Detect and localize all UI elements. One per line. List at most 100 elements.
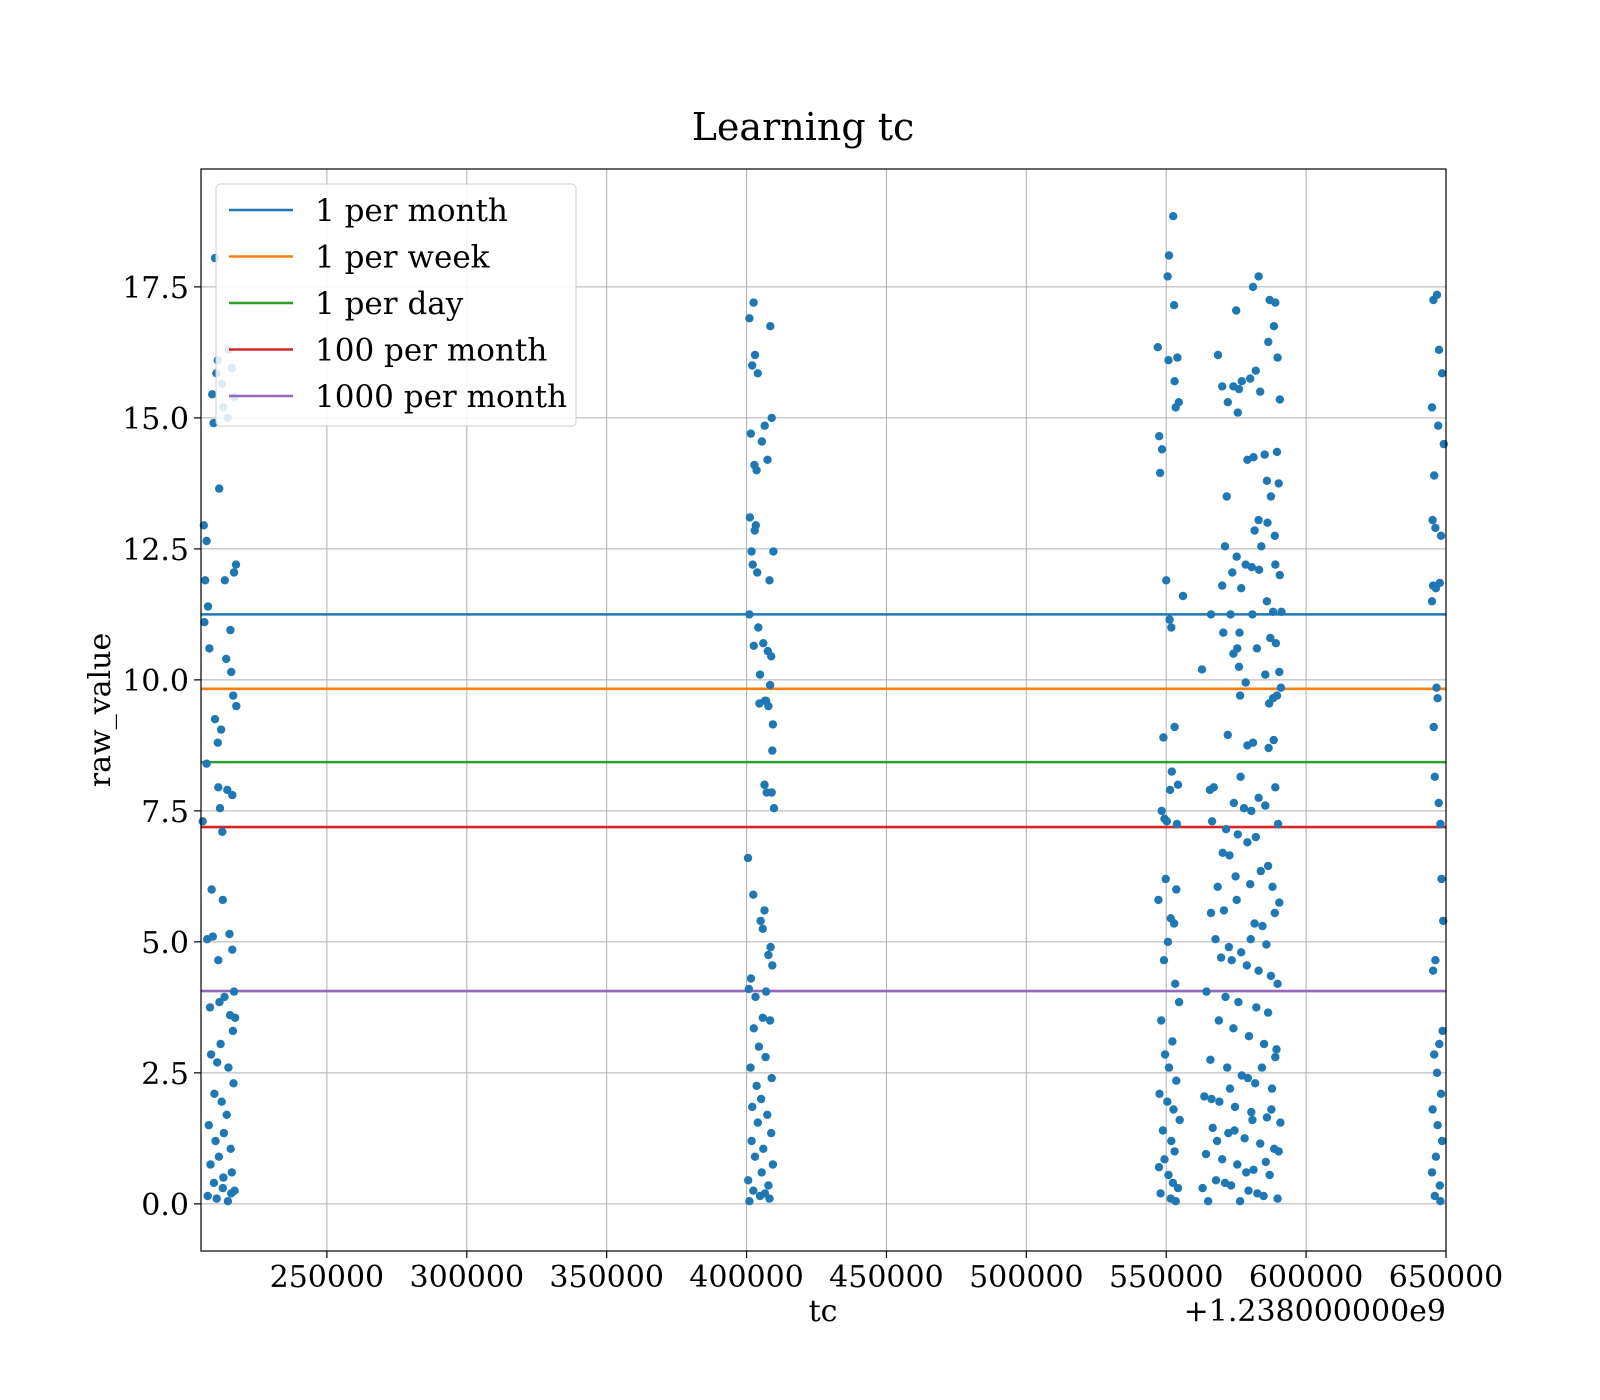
data-point: [1267, 1084, 1277, 1093]
data-point: [1439, 439, 1449, 449]
data-point: [1244, 1186, 1253, 1195]
data-point: [1243, 455, 1252, 464]
data-point: [217, 1097, 226, 1106]
data-point: [758, 924, 767, 933]
data-point: [754, 623, 763, 632]
data-point: [207, 885, 216, 894]
data-point: [1198, 1183, 1207, 1193]
data-point: [1261, 670, 1270, 679]
data-point: [1264, 743, 1273, 753]
data-point: [1246, 880, 1255, 889]
data-point: [756, 916, 765, 926]
data-point: [1252, 1003, 1261, 1012]
data-point: [1257, 542, 1266, 551]
data-point: [214, 783, 223, 792]
data-point: [1215, 1097, 1224, 1106]
x-tick-label: 350000: [549, 1260, 664, 1295]
data-point: [1235, 1197, 1245, 1206]
data-point: [768, 720, 778, 729]
data-point: [1173, 1183, 1183, 1193]
x-axis-offset-label: +1.238000000e9: [1184, 1294, 1446, 1329]
data-point: [1170, 377, 1179, 386]
data-point: [1155, 468, 1165, 478]
data-point: [1265, 699, 1274, 708]
data-point: [219, 1128, 229, 1138]
data-point: [1222, 492, 1231, 501]
data-point: [210, 715, 220, 724]
data-point: [1154, 895, 1163, 905]
data-point: [1214, 1016, 1224, 1025]
data-point: [1234, 997, 1243, 1007]
data-point: [1273, 353, 1282, 362]
data-point: [1270, 531, 1280, 540]
data-point: [1250, 919, 1259, 928]
data-point: [202, 759, 211, 768]
legend-label: 1 per week: [315, 240, 490, 276]
data-point: [230, 1013, 240, 1022]
data-point: [765, 1016, 775, 1025]
data-point: [226, 625, 235, 635]
data-point: [1241, 678, 1250, 687]
reference-lines: [201, 613, 1446, 993]
data-point: [1433, 1121, 1442, 1130]
data-point: [1273, 819, 1283, 829]
data-point: [1269, 735, 1278, 745]
data-point: [769, 804, 779, 813]
x-tick-label: 550000: [1109, 1260, 1224, 1295]
data-point: [198, 817, 207, 826]
data-point: [1275, 898, 1284, 907]
data-point: [1251, 832, 1261, 842]
data-point: [1275, 570, 1285, 580]
data-point: [1232, 895, 1241, 905]
data-point: [1273, 1194, 1282, 1203]
data-point: [767, 1128, 776, 1138]
data-point: [1430, 1191, 1440, 1201]
legend: 1 per month 1 per week 1 per day 100 per mo…: [215, 183, 577, 427]
data-point: [201, 576, 210, 585]
data-point: [1437, 1136, 1447, 1146]
data-point: [1439, 916, 1448, 926]
data-point: [1225, 1084, 1235, 1093]
data-point: [1271, 783, 1280, 792]
data-point: [1164, 1170, 1173, 1180]
data-point: [203, 602, 213, 611]
data-point: [1242, 961, 1252, 970]
legend-label: 100 per month: [315, 333, 547, 369]
data-point: [1204, 1197, 1213, 1206]
data-point: [1246, 374, 1255, 383]
data-point: [1257, 1063, 1267, 1072]
data-point: [1434, 345, 1444, 354]
data-point: [1256, 1139, 1265, 1148]
data-point: [1429, 722, 1438, 732]
data-point: [760, 780, 769, 789]
data-point: [752, 1081, 761, 1091]
data-point: [1431, 523, 1440, 533]
data-point: [1178, 591, 1188, 601]
data-point: [1237, 584, 1246, 593]
data-point: [750, 350, 760, 360]
data-point: [1271, 298, 1280, 307]
data-point: [216, 725, 226, 734]
data-point: [769, 547, 778, 556]
data-point: [200, 618, 209, 627]
data-point: [1262, 1113, 1272, 1122]
y-axis-ticks: 0.0 2.5 5.0 7.5 10.0 12.5 15.0 17.5: [122, 271, 201, 1223]
data-point: [1213, 882, 1222, 891]
data-point: [759, 1144, 768, 1154]
data-point: [227, 1168, 236, 1177]
data-point: [226, 1144, 235, 1154]
data-point: [1235, 628, 1244, 637]
data-point: [1247, 806, 1256, 816]
data-point: [206, 1050, 216, 1059]
data-point: [1251, 1079, 1260, 1088]
data-point: [215, 997, 224, 1007]
data-point: [1243, 838, 1252, 847]
data-point: [1254, 272, 1263, 281]
data-point: [1254, 565, 1264, 574]
data-point: [1226, 610, 1235, 619]
data-point: [214, 956, 223, 965]
data-point: [1261, 1157, 1271, 1167]
data-point: [210, 1089, 219, 1099]
y-tick-label: 2.5: [141, 1057, 189, 1092]
data-point: [220, 992, 229, 1002]
